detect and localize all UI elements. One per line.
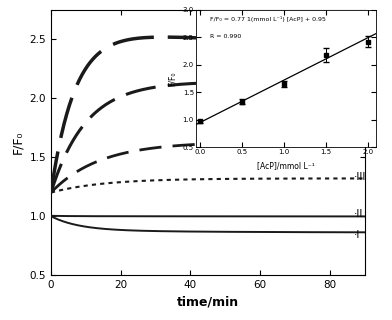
Text: ·IV: ·IV bbox=[354, 137, 368, 147]
Text: ·II: ·II bbox=[354, 209, 363, 219]
Y-axis label: F/F₀: F/F₀ bbox=[11, 131, 24, 154]
Y-axis label: F/F₀: F/F₀ bbox=[168, 71, 177, 86]
Text: ·V: ·V bbox=[354, 76, 365, 87]
Text: ·VI: ·VI bbox=[354, 36, 368, 47]
X-axis label: [AcP]/mmol L⁻¹: [AcP]/mmol L⁻¹ bbox=[257, 161, 315, 170]
Text: F/F₀ = 0.77 1(mmol L⁻¹) [AcP] + 0.95: F/F₀ = 0.77 1(mmol L⁻¹) [AcP] + 0.95 bbox=[211, 16, 326, 22]
Text: ·III: ·III bbox=[354, 172, 367, 182]
Text: R = 0.990: R = 0.990 bbox=[211, 34, 242, 39]
X-axis label: time/min: time/min bbox=[177, 296, 239, 308]
Text: ·I: ·I bbox=[354, 230, 361, 240]
